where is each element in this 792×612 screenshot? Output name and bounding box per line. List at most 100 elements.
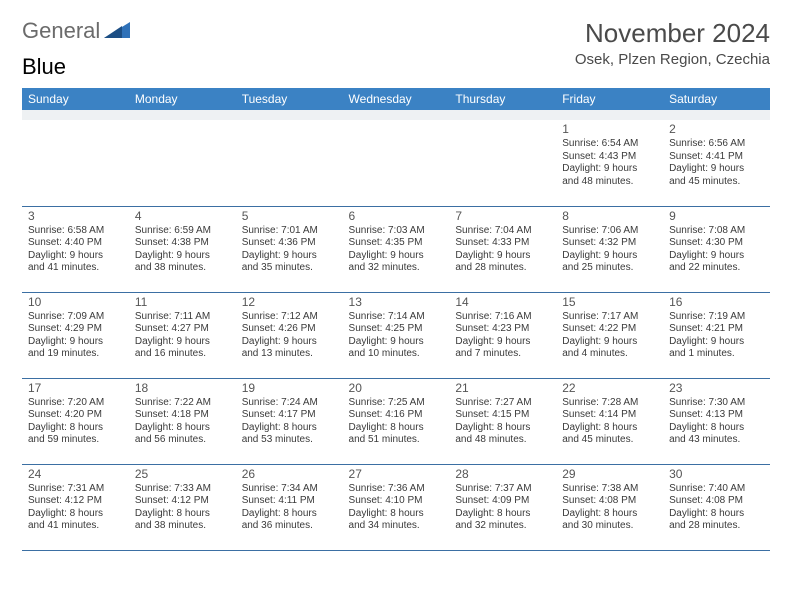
sunset-line: Sunset: 4:21 PM [669,323,764,336]
sunset-line: Sunset: 4:35 PM [349,237,444,250]
month-title: November 2024 [575,18,770,49]
sunset-line: Sunset: 4:30 PM [669,237,764,250]
week-row: 1Sunrise: 6:54 AMSunset: 4:43 PMDaylight… [22,120,770,206]
daylight-line-1: Daylight: 9 hours [28,336,123,349]
sunrise-line: Sunrise: 6:58 AM [28,225,123,238]
daylight-line-2: and 25 minutes. [562,262,657,275]
day-number: 11 [135,295,230,310]
sunrise-line: Sunrise: 7:27 AM [455,397,550,410]
daylight-line-2: and 45 minutes. [562,434,657,447]
sunrise-line: Sunrise: 7:22 AM [135,397,230,410]
day-number: 20 [349,381,444,396]
day-header: Saturday [663,88,770,110]
sunrise-line: Sunrise: 7:24 AM [242,397,337,410]
day-number: 18 [135,381,230,396]
sunrise-line: Sunrise: 7:09 AM [28,311,123,324]
daylight-line-2: and 51 minutes. [349,434,444,447]
sunset-line: Sunset: 4:17 PM [242,409,337,422]
daylight-line-1: Daylight: 8 hours [28,422,123,435]
day-number: 27 [349,467,444,482]
day-number: 1 [562,122,657,137]
day-number: 30 [669,467,764,482]
day-number: 16 [669,295,764,310]
calendar-page: General November 2024 Osek, Plzen Region… [0,0,792,569]
day-cell: 27Sunrise: 7:36 AMSunset: 4:10 PMDayligh… [343,464,450,550]
daylight-line-2: and 1 minutes. [669,348,764,361]
daylight-line-2: and 19 minutes. [28,348,123,361]
daylight-line-1: Daylight: 8 hours [562,508,657,521]
spacer-row [22,110,770,120]
sunset-line: Sunset: 4:10 PM [349,495,444,508]
day-number: 26 [242,467,337,482]
daylight-line-2: and 45 minutes. [669,176,764,189]
sunrise-line: Sunrise: 7:31 AM [28,483,123,496]
daylight-line-1: Daylight: 8 hours [562,422,657,435]
daylight-line-1: Daylight: 9 hours [562,336,657,349]
day-cell: 19Sunrise: 7:24 AMSunset: 4:17 PMDayligh… [236,378,343,464]
sunset-line: Sunset: 4:40 PM [28,237,123,250]
daylight-line-1: Daylight: 9 hours [135,250,230,263]
daylight-line-1: Daylight: 8 hours [669,422,764,435]
calendar-table: Sunday Monday Tuesday Wednesday Thursday… [22,88,770,551]
day-cell: 17Sunrise: 7:20 AMSunset: 4:20 PMDayligh… [22,378,129,464]
daylight-line-2: and 41 minutes. [28,262,123,275]
day-number: 2 [669,122,764,137]
day-number: 6 [349,209,444,224]
day-cell: 21Sunrise: 7:27 AMSunset: 4:15 PMDayligh… [449,378,556,464]
sunset-line: Sunset: 4:22 PM [562,323,657,336]
daylight-line-1: Daylight: 9 hours [349,336,444,349]
sunrise-line: Sunrise: 7:01 AM [242,225,337,238]
sunset-line: Sunset: 4:27 PM [135,323,230,336]
day-cell: 11Sunrise: 7:11 AMSunset: 4:27 PMDayligh… [129,292,236,378]
sunrise-line: Sunrise: 6:54 AM [562,138,657,151]
day-cell: 23Sunrise: 7:30 AMSunset: 4:13 PMDayligh… [663,378,770,464]
daylight-line-1: Daylight: 8 hours [242,422,337,435]
day-number: 25 [135,467,230,482]
sunrise-line: Sunrise: 7:30 AM [669,397,764,410]
sunrise-line: Sunrise: 7:08 AM [669,225,764,238]
empty-day-cell [449,120,556,206]
daylight-line-2: and 36 minutes. [242,520,337,533]
day-cell: 3Sunrise: 6:58 AMSunset: 4:40 PMDaylight… [22,206,129,292]
sunset-line: Sunset: 4:32 PM [562,237,657,250]
sunset-line: Sunset: 4:20 PM [28,409,123,422]
day-cell: 25Sunrise: 7:33 AMSunset: 4:12 PMDayligh… [129,464,236,550]
daylight-line-2: and 16 minutes. [135,348,230,361]
daylight-line-1: Daylight: 9 hours [455,336,550,349]
daylight-line-2: and 38 minutes. [135,520,230,533]
sunrise-line: Sunrise: 7:12 AM [242,311,337,324]
sunset-line: Sunset: 4:08 PM [669,495,764,508]
daylight-line-2: and 4 minutes. [562,348,657,361]
daylight-line-1: Daylight: 9 hours [669,163,764,176]
daylight-line-2: and 32 minutes. [455,520,550,533]
day-number: 10 [28,295,123,310]
empty-day-cell [236,120,343,206]
day-header: Monday [129,88,236,110]
day-number: 12 [242,295,337,310]
sunset-line: Sunset: 4:36 PM [242,237,337,250]
day-cell: 4Sunrise: 6:59 AMSunset: 4:38 PMDaylight… [129,206,236,292]
daylight-line-2: and 10 minutes. [349,348,444,361]
week-row: 3Sunrise: 6:58 AMSunset: 4:40 PMDaylight… [22,206,770,292]
empty-day-cell [129,120,236,206]
daylight-line-1: Daylight: 9 hours [455,250,550,263]
day-cell: 20Sunrise: 7:25 AMSunset: 4:16 PMDayligh… [343,378,450,464]
daylight-line-2: and 56 minutes. [135,434,230,447]
daylight-line-2: and 30 minutes. [562,520,657,533]
daylight-line-1: Daylight: 8 hours [28,508,123,521]
day-number: 13 [349,295,444,310]
day-number: 17 [28,381,123,396]
sunrise-line: Sunrise: 7:37 AM [455,483,550,496]
daylight-line-2: and 53 minutes. [242,434,337,447]
daylight-line-2: and 13 minutes. [242,348,337,361]
daylight-line-1: Daylight: 9 hours [242,250,337,263]
daylight-line-2: and 48 minutes. [455,434,550,447]
sunrise-line: Sunrise: 7:11 AM [135,311,230,324]
sunset-line: Sunset: 4:14 PM [562,409,657,422]
sunrise-line: Sunrise: 7:20 AM [28,397,123,410]
day-number: 14 [455,295,550,310]
sunrise-line: Sunrise: 7:06 AM [562,225,657,238]
sunset-line: Sunset: 4:15 PM [455,409,550,422]
triangle-icon [104,18,130,44]
daylight-line-2: and 34 minutes. [349,520,444,533]
